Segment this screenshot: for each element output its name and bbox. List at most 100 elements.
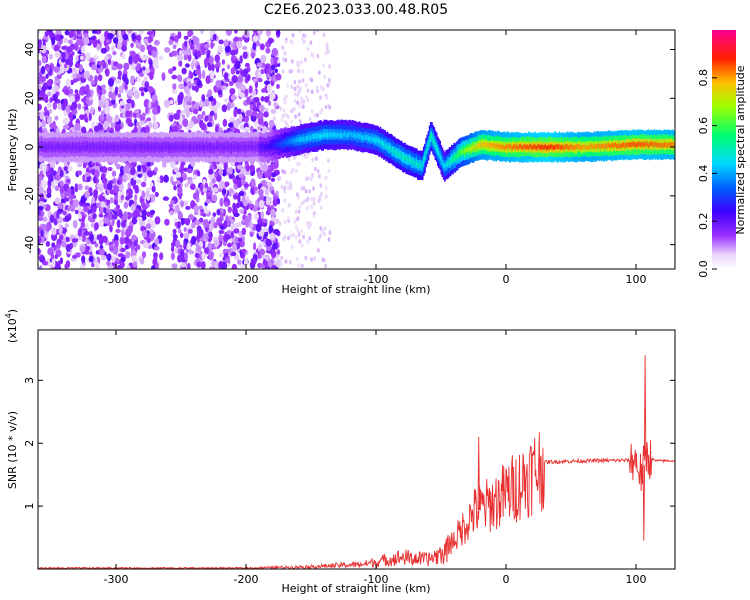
- spectrogram-cell: [122, 33, 129, 41]
- spectrogram-cell: [72, 67, 76, 73]
- spectrogram-cell: [387, 145, 390, 151]
- spectrogram-cell: [137, 173, 143, 178]
- spectrogram-cell: [184, 183, 189, 188]
- spectrogram-cell: [564, 144, 567, 149]
- spectrogram-cell: [266, 199, 271, 205]
- spectrogram-cell: [217, 45, 224, 54]
- spectrogram-cell: [227, 206, 232, 213]
- spectrogram-cell: [208, 56, 214, 65]
- spectrogram-cell: [605, 143, 608, 149]
- spectrogram-cell: [287, 69, 291, 74]
- spectrogram-cell: [276, 249, 281, 255]
- spectrogram-cell: [237, 259, 242, 265]
- spectrogram-cell: [297, 68, 301, 74]
- spectrogram-cell: [194, 219, 201, 226]
- spectrogram-cell: [312, 30, 316, 35]
- spectrogram-cell: [228, 144, 231, 150]
- spectrogram-cell: [38, 236, 42, 243]
- spectrogram-cell: [67, 167, 71, 172]
- spectrogram-cell: [293, 98, 297, 104]
- spectrogram-cell: [440, 155, 443, 161]
- spectrogram-cell: [193, 144, 196, 149]
- spectrogram-cell: [82, 162, 87, 169]
- spectrogram-cell: [282, 108, 286, 114]
- spectrogram-cell: [218, 253, 225, 258]
- spectrogram-cell: [248, 85, 253, 94]
- spectrogram-cell: [112, 144, 115, 150]
- spectrogram-cell: [157, 144, 159, 150]
- spectrogram-cell: [259, 143, 261, 149]
- spectrogram-cell: [294, 234, 298, 240]
- spectrogram-cell: [51, 258, 56, 268]
- spectrogram-cell: [165, 145, 168, 150]
- y-tick-label: 1: [23, 503, 36, 510]
- spectrogram-cell: [200, 261, 206, 269]
- spectrogram-cell: [100, 144, 102, 150]
- spectrogram-cell: [170, 144, 172, 149]
- spectrogram-cell: [64, 30, 71, 36]
- spectrogram-cell: [448, 160, 451, 165]
- spectrogram-cell: [289, 139, 292, 145]
- spectrogram-cell: [362, 135, 364, 141]
- spectrogram-cell: [148, 144, 150, 149]
- spectrogram-cell: [249, 125, 254, 132]
- spectrogram-cell: [42, 204, 47, 210]
- spectrogram-cell: [254, 145, 257, 151]
- spectrogram-cell: [131, 144, 134, 150]
- spectrogram-cell: [420, 163, 423, 168]
- spectrogram-cell: [310, 257, 313, 262]
- spectrogram-cell: [288, 260, 292, 265]
- spectrogram-cell: [40, 236, 45, 244]
- spectrogram-cell: [238, 113, 243, 122]
- spectrogram-cell: [284, 140, 287, 146]
- spectrogram-cell: [187, 176, 193, 182]
- spectrogram-cell: [199, 144, 202, 149]
- spectrogram-cell: [90, 89, 94, 98]
- spectrogram-cell: [668, 141, 671, 147]
- spectrogram-cell: [199, 100, 204, 108]
- spectrogram-cell: [45, 66, 51, 72]
- spectrogram-cell: [61, 241, 67, 248]
- spectrogram-cell: [130, 99, 135, 109]
- spectrogram-cell: [273, 218, 280, 224]
- spectrogram-cell: [490, 143, 493, 149]
- spectrogram-cell: [310, 135, 313, 141]
- spectrogram-cell: [325, 42, 329, 47]
- spectrogram-cell: [591, 143, 594, 149]
- spectrogram-cell: [208, 168, 214, 175]
- spectrogram-cell: [197, 143, 199, 149]
- spectrogram-cell: [183, 95, 190, 104]
- spectrogram-cell: [60, 143, 62, 149]
- spectrogram-cell: [80, 145, 82, 151]
- spectrogram-cell: [297, 232, 301, 237]
- spectrogram-cell: [138, 30, 144, 36]
- spectrogram-cell: [598, 143, 601, 149]
- spectrogram-cell: [460, 150, 463, 156]
- spectrogram-cell: [171, 88, 178, 95]
- spectrogram-cell: [62, 118, 69, 125]
- spectrogram-cell: [268, 119, 275, 128]
- spectrogram-cell: [170, 252, 175, 261]
- spectrogram-cell: [218, 234, 223, 243]
- spectrogram-cell: [244, 257, 248, 267]
- spectrogram-cell: [508, 143, 510, 149]
- spectrogram-cell: [231, 55, 237, 60]
- spectrogram-cell: [202, 240, 206, 249]
- spectrogram-cell: [284, 58, 288, 63]
- spectrogram-cell: [78, 145, 81, 151]
- spectrogram-frame: [37, 29, 676, 270]
- spectrogram-cell: [93, 176, 97, 184]
- spectrogram-cell: [328, 105, 332, 110]
- spectrogram-cell: [585, 145, 588, 151]
- spectrogram-cell: [258, 199, 265, 209]
- spectrogram-cell: [244, 115, 250, 123]
- spectrogram-cell: [151, 144, 154, 150]
- spectrogram-cell: [136, 77, 141, 82]
- spectrogram-cell: [269, 232, 276, 241]
- spectrogram-cell: [58, 234, 64, 241]
- spectrogram-cell: [174, 144, 177, 150]
- spectrogram-cell: [235, 60, 241, 65]
- spectrogram-cell: [467, 147, 470, 153]
- spectrogram-cell: [123, 201, 129, 209]
- spectrogram-cell: [43, 106, 48, 113]
